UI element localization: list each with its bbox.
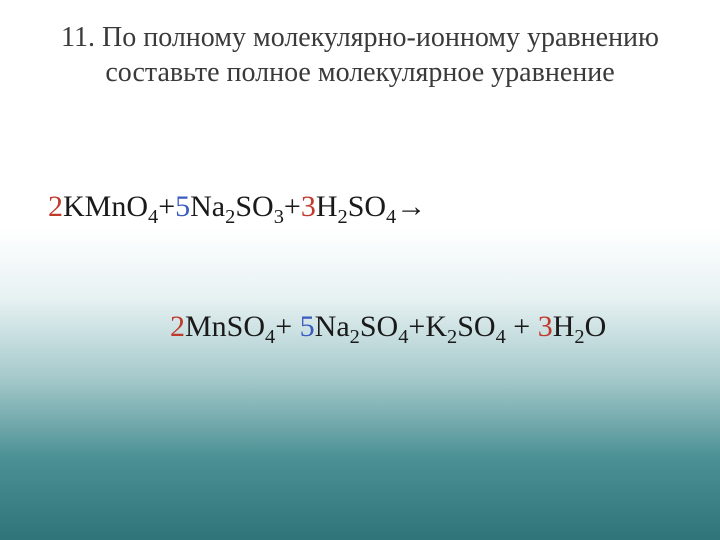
- coef-2: 2: [170, 310, 185, 343]
- k-text: K: [425, 310, 447, 343]
- mnso-text: MnSO: [185, 310, 265, 343]
- so-text: SO: [348, 190, 386, 223]
- coef-2: 2: [48, 190, 63, 223]
- so-text: SO: [457, 310, 495, 343]
- sub-2: 2: [337, 206, 347, 228]
- na-text: Na: [315, 310, 350, 343]
- sub-4: 4: [386, 206, 396, 228]
- slide: 11. По полному молекулярно-ионному уравн…: [0, 0, 720, 540]
- plus: +: [506, 310, 538, 343]
- plus: +: [275, 310, 299, 343]
- h-text: H: [316, 190, 338, 223]
- na-text: Na: [190, 190, 225, 223]
- sub-4: 4: [265, 326, 275, 348]
- sub-4: 4: [398, 326, 408, 348]
- plus: +: [158, 190, 175, 223]
- sub-2: 2: [225, 206, 235, 228]
- equation-reactants: 2KMnO4+5Na2SO3+3H2SO4→: [48, 190, 426, 224]
- slide-title: 11. По полному молекулярно-ионному уравн…: [0, 0, 720, 90]
- coef-3: 3: [538, 310, 553, 343]
- sub-3: 3: [274, 206, 284, 228]
- title-text: По полному молекулярно-ионному уравнению…: [95, 22, 659, 88]
- coef-5: 5: [300, 310, 315, 343]
- arrow: →: [396, 190, 426, 223]
- so-text: SO: [360, 310, 398, 343]
- coef-3: 3: [301, 190, 316, 223]
- equation-products: 2MnSO4+ 5Na2SO4+K2SO4 + 3H2O: [170, 310, 606, 344]
- sub-4: 4: [496, 326, 506, 348]
- kmno-text: KMnO: [63, 190, 148, 223]
- h-text: H: [553, 310, 575, 343]
- sub-2: 2: [574, 326, 584, 348]
- sub-2: 2: [350, 326, 360, 348]
- so-text: SO: [235, 190, 273, 223]
- sub-4: 4: [148, 206, 158, 228]
- title-number: 11.: [61, 22, 95, 53]
- plus: +: [284, 190, 301, 223]
- plus: +: [408, 310, 425, 343]
- o-text: O: [585, 310, 607, 343]
- sub-2: 2: [447, 326, 457, 348]
- coef-5: 5: [175, 190, 190, 223]
